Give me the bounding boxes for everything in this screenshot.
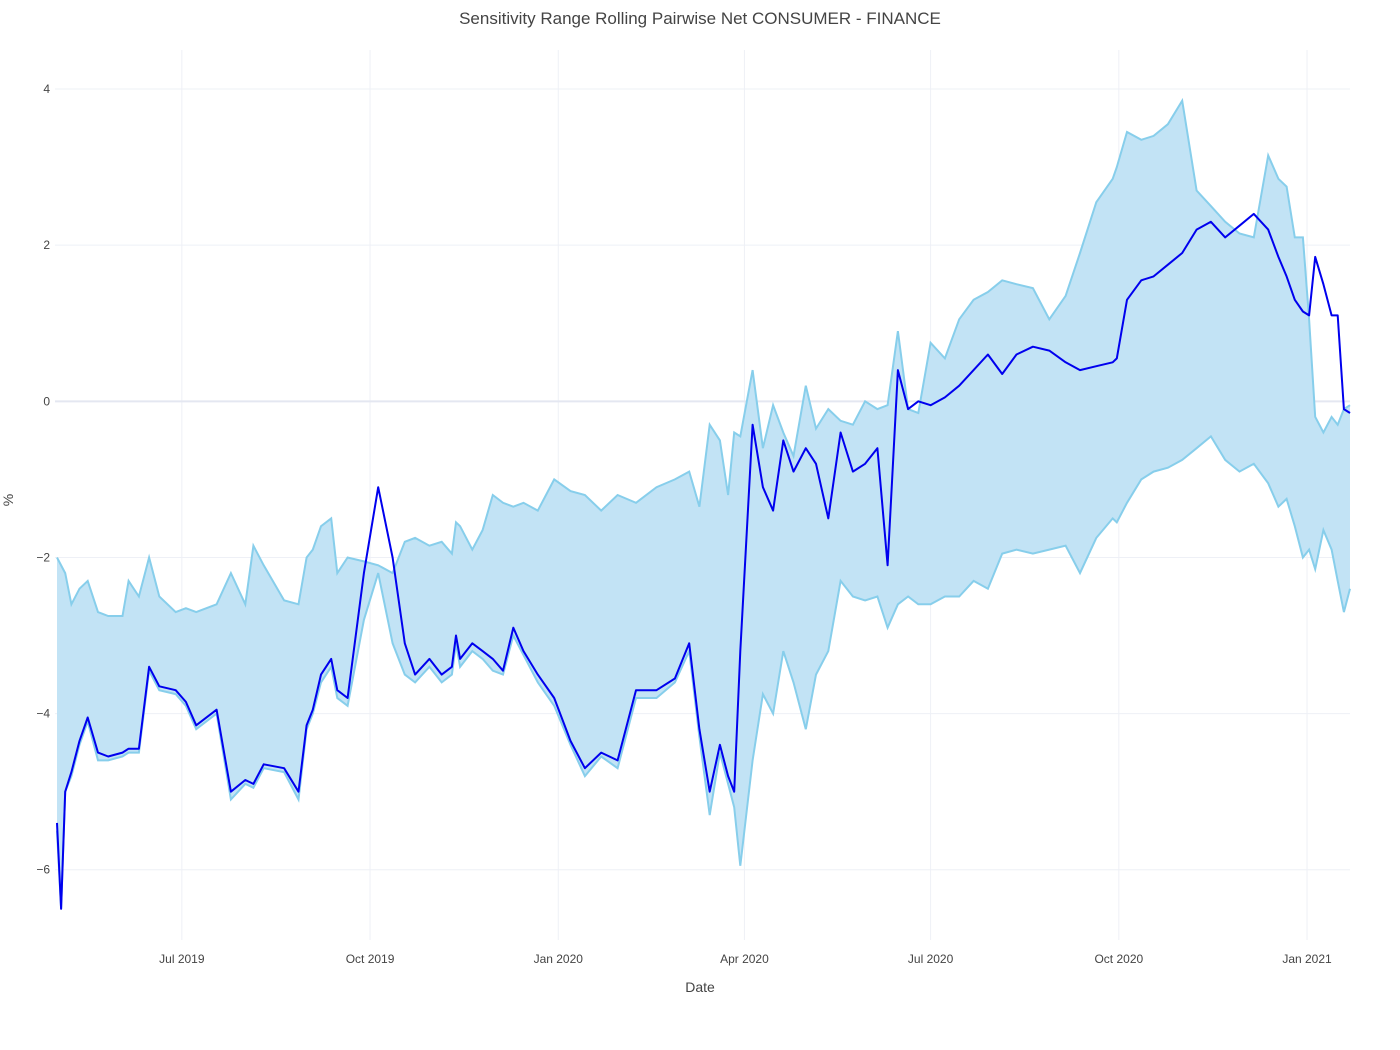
- y-tick-label: 4: [43, 82, 50, 96]
- lower-bound-line: [56, 434, 1351, 909]
- band-layer: [56, 97, 1351, 909]
- x-tick-label: Jul 2020: [908, 952, 954, 966]
- x-tick-label: Jan 2021: [1282, 952, 1332, 966]
- y-tick-label: 2: [43, 238, 50, 252]
- upper-bound-line: [56, 97, 1351, 617]
- y-tick-label: −4: [36, 707, 50, 721]
- y-tick-label: 0: [43, 394, 50, 408]
- y-axis-ticks: 4 2 0 −2 −4 −6: [36, 82, 50, 877]
- x-axis-ticks: Jul 2019 Oct 2019 Jan 2020 Apr 2020 Jul 2020…: [159, 952, 1332, 966]
- x-tick-label: Jul 2019: [159, 952, 205, 966]
- sensitivity-range-band: [57, 100, 1350, 909]
- x-tick-label: Apr 2020: [720, 952, 769, 966]
- line-layer: [56, 212, 1351, 910]
- x-tick-label: Oct 2020: [1094, 952, 1143, 966]
- x-axis-title: Date: [685, 979, 715, 995]
- x-tick-label: Oct 2019: [346, 952, 395, 966]
- y-tick-label: −2: [36, 550, 50, 564]
- x-tick-label: Jan 2020: [534, 952, 584, 966]
- y-axis-title: %: [0, 494, 16, 506]
- estimate-line: [56, 212, 1351, 910]
- chart-title: Sensitivity Range Rolling Pairwise Net C…: [459, 9, 941, 28]
- y-tick-label: −6: [36, 863, 50, 877]
